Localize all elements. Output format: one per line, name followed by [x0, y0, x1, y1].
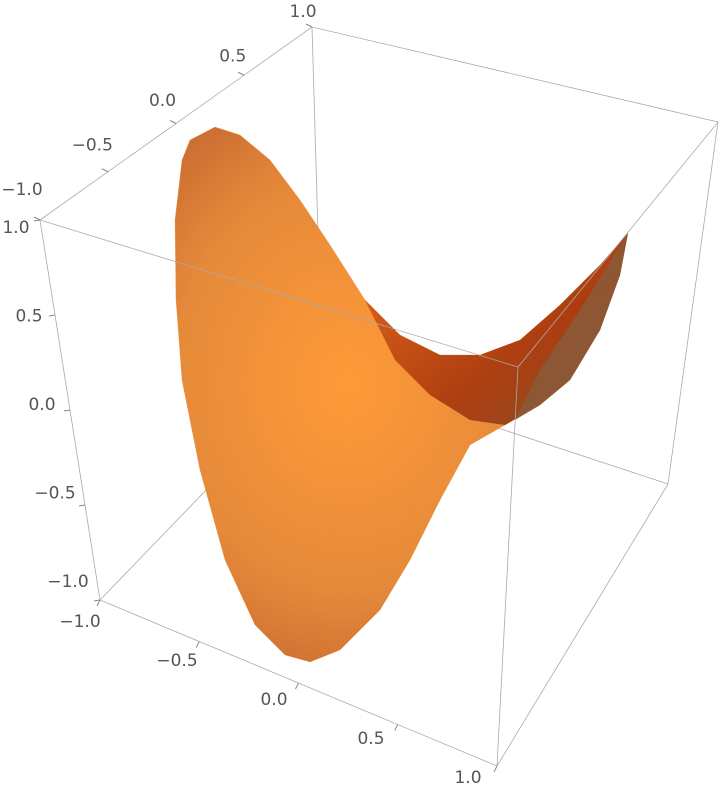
z-tick [33, 219, 41, 222]
z-tick-label: −1.0 [47, 572, 88, 592]
y-tick-label: −1.0 [1, 180, 42, 200]
x-tick-label: 1.0 [454, 768, 481, 788]
z-tick [48, 314, 56, 317]
z-tick-label: 0.0 [28, 395, 55, 415]
y-tick [101, 168, 109, 173]
x-tick-label: −1.0 [59, 612, 100, 632]
z-tick-label: 0.5 [15, 307, 42, 327]
z-tick-label: 1.0 [2, 218, 29, 238]
y-tick-label: −0.5 [72, 136, 113, 156]
y-tick [33, 216, 41, 221]
x-tick-label: −0.5 [156, 651, 197, 671]
x-tick-label: 0.5 [357, 729, 384, 749]
y-tick [305, 23, 313, 28]
x-tick [96, 599, 101, 607]
surface-body [174, 126, 629, 663]
z-tick [93, 599, 101, 602]
z-tick [78, 504, 86, 507]
y-tick [237, 71, 245, 76]
x-tick [394, 724, 399, 731]
z-tick [63, 409, 71, 412]
surface-underside [515, 233, 628, 420]
y-tick-label: 0.0 [149, 91, 176, 111]
y-tick-label: 0.5 [219, 47, 246, 67]
x-tick [195, 641, 200, 648]
x-tick [493, 765, 498, 773]
surface [174, 126, 629, 663]
y-tick-label: 1.0 [289, 2, 316, 22]
y-tick [169, 120, 177, 124]
x-tick [295, 682, 299, 690]
z-tick-label: −0.5 [34, 484, 75, 504]
x-tick-label: 0.0 [260, 690, 287, 710]
